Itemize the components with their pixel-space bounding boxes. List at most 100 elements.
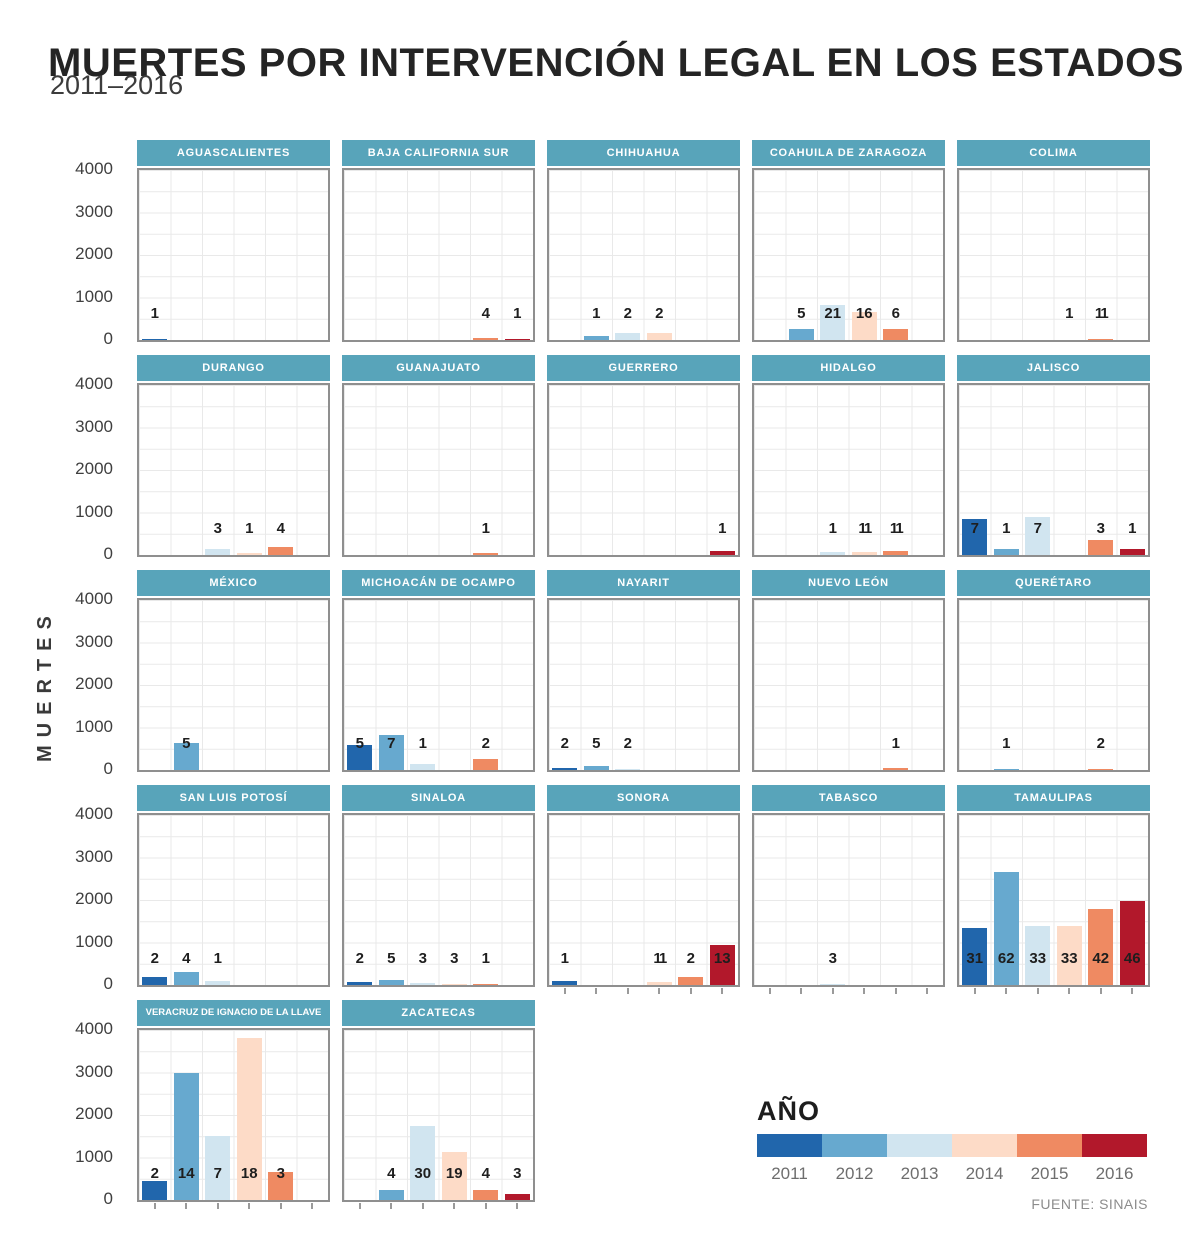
bar-value-label: 1 <box>1065 305 1074 322</box>
bar-value-label: 3 <box>513 1165 522 1182</box>
chart-bar-2011 <box>962 928 988 985</box>
bar-value-label: 2 <box>686 950 695 967</box>
facet-title: MICHOACÁN DE OCAMPO <box>342 570 535 596</box>
facet-title: MÉXICO <box>137 570 330 596</box>
bar-value-label: 2 <box>150 950 159 967</box>
plot-area: 31 62 33 33 42 46 <box>957 813 1150 994</box>
legend-item: 2016 <box>1082 1134 1147 1184</box>
x-axis-tick <box>453 1203 456 1209</box>
chart-bar-2014 <box>646 982 672 985</box>
chart-bar-2012 <box>378 735 404 770</box>
x-axis-tick <box>863 988 866 994</box>
x-axis-tick <box>248 1203 251 1209</box>
plot-area: 1 11 2 13 <box>547 813 740 994</box>
bar-value-label: 1 <box>481 950 490 967</box>
state-panel: NAYARIT 2 5 2 <box>547 570 740 772</box>
facet-title: NUEVO LEÓN <box>752 570 945 596</box>
bar-value-label: 1 <box>560 950 569 967</box>
chart-bar-2016 <box>709 551 735 555</box>
facet-title: DURANGO <box>137 355 330 381</box>
facet-title: SONORA <box>547 785 740 811</box>
bar-value-label: 21 <box>824 305 842 322</box>
chart-bar-2015 <box>473 553 499 555</box>
chart-bar-2011 <box>552 768 578 770</box>
bar-value-label: 1 <box>418 735 427 752</box>
chart-bar-2016 <box>504 338 530 340</box>
bar-value-label: 1 <box>1002 735 1011 752</box>
plot-area: 2 14 7 18 3 <box>137 1028 330 1209</box>
x-axis-tick <box>516 1203 519 1209</box>
bar-value-label: 7 <box>1033 520 1042 537</box>
x-axis-tick <box>721 988 724 994</box>
y-axis-tick-label: 0 <box>103 329 113 348</box>
state-panel: GUANAJUATO 1 <box>342 355 535 557</box>
bar-value-label: 5 <box>592 735 601 752</box>
legend-item: 2011 <box>757 1134 822 1184</box>
chart-bar-2015 <box>883 768 909 770</box>
state-panel: TABASCO 3 <box>752 785 945 994</box>
legend-swatch-2012 <box>822 1134 887 1157</box>
x-axis-tick <box>1099 988 1102 994</box>
chart-bar-2015 <box>268 547 294 555</box>
bar-value-label: 33 <box>1029 950 1047 967</box>
state-panel: MÉXICO 5 <box>137 570 330 772</box>
facet-title: GUERRERO <box>547 355 740 381</box>
x-axis-tick <box>689 988 692 994</box>
source-note: FUENTE: SINAIS <box>1031 1196 1148 1212</box>
chart-bar-2013 <box>410 764 436 770</box>
page-title: MUERTES POR INTERVENCIÓN LEGAL EN LOS ES… <box>48 40 1184 85</box>
y-axis-tick-label: 3000 <box>75 201 113 221</box>
legend-swatch-2015 <box>1017 1134 1082 1157</box>
chart-bar-2014 <box>441 1152 467 1200</box>
chart-bar-2013 <box>820 552 846 555</box>
plot-area: 1 <box>137 168 330 342</box>
chart-bar-2014 <box>236 553 262 555</box>
chart-bar-2015 <box>473 1190 499 1200</box>
x-axis-tick <box>216 1203 219 1209</box>
bar-value-label: 2 <box>623 305 632 322</box>
bar-value-label: 1 <box>891 735 900 752</box>
state-panel: TAMAULIPAS 31 62 33 33 42 46 <box>957 785 1150 994</box>
bar-value-label: 3 <box>213 520 222 537</box>
plot-area: 7 1 7 3 1 <box>957 383 1150 557</box>
bar-value-label: 4 <box>182 950 191 967</box>
plot-area: 1 <box>342 383 535 557</box>
chart-bar-2015 <box>1088 768 1114 770</box>
chart-bar-2015 <box>473 338 499 340</box>
x-axis-tick <box>768 988 771 994</box>
x-axis-tick <box>658 988 661 994</box>
page-subtitle: 2011–2016 <box>50 70 184 100</box>
state-panel: DURANGO 3 1 4 <box>137 355 330 557</box>
facet-title: COAHUILA DE ZARAGOZA <box>752 140 945 166</box>
state-panel: COAHUILA DE ZARAGOZA 5 21 16 6 <box>752 140 945 342</box>
bar-value-label: 5 <box>387 950 396 967</box>
bar-value-label: 2 <box>623 735 632 752</box>
legend-item: 2012 <box>822 1134 887 1184</box>
legend-year-label: 2016 <box>1095 1164 1134 1183</box>
y-axis-tick-label: 1000 <box>75 716 113 736</box>
chart-bar-2016 <box>1119 900 1145 985</box>
facet-title: CHIHUAHUA <box>547 140 740 166</box>
y-axis-tick-label: 3000 <box>75 1061 113 1081</box>
facet-title: JALISCO <box>957 355 1150 381</box>
y-axis-tick-label: 3000 <box>75 416 113 436</box>
chart-bar-2012 <box>173 743 199 770</box>
chart-bar-2012 <box>993 872 1019 985</box>
x-axis-tick <box>279 1203 282 1209</box>
y-axis-tick-label: 4000 <box>75 1019 113 1038</box>
bar-value-label: 1 <box>513 305 522 322</box>
legend-title: AÑO <box>757 1096 820 1126</box>
bar-value-label: 2 <box>560 735 569 752</box>
chart-bar-2014 <box>1056 925 1082 985</box>
chart-bar-2015 <box>1088 539 1114 555</box>
legend-year-label: 2013 <box>900 1164 939 1183</box>
x-axis-tick <box>1131 988 1134 994</box>
legend-year-label: 2011 <box>771 1164 808 1183</box>
plot-area: 3 <box>752 813 945 994</box>
chart-bar-2013 <box>615 332 641 340</box>
y-axis-tick-label: 4000 <box>75 159 113 178</box>
state-panel: MICHOACÁN DE OCAMPO 5 7 1 2 <box>342 570 535 772</box>
bar-value-label: 1 <box>592 305 601 322</box>
bar-value-label: 42 <box>1092 950 1110 967</box>
